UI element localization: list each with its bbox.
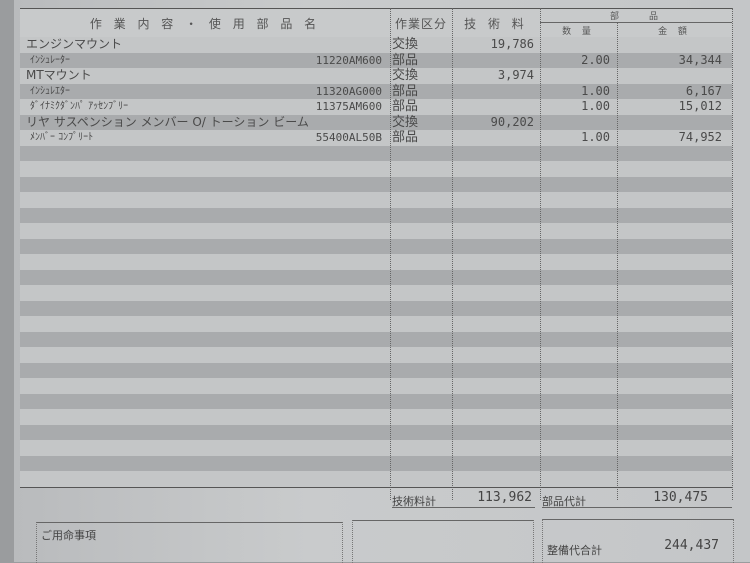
empty-row <box>20 176 732 192</box>
item-description: ｲﾝｼｭﾚｴﾀｰ <box>30 85 70 97</box>
part-number: 55400AL50B <box>315 131 382 144</box>
part-number: 11220AM600 <box>315 53 382 67</box>
column-divider <box>540 8 541 500</box>
notes-label: ご用命事項 <box>41 529 96 542</box>
header-description: 作 業 内 容 ・ 使 用 部 品 名 <box>89 16 321 31</box>
empty-row <box>20 223 732 239</box>
column-divider <box>732 8 733 500</box>
work-category: 交換 <box>392 68 419 83</box>
empty-row <box>20 269 732 285</box>
table-row: エンジンマウント 交換 19,786 <box>20 37 732 53</box>
work-category: 部品 <box>392 52 419 68</box>
labor-total: 113,962 <box>477 490 532 505</box>
empty-row <box>20 300 732 316</box>
empty-row <box>20 424 732 440</box>
part-amount: 6,167 <box>685 83 722 98</box>
part-amount: 15,012 <box>678 99 722 113</box>
empty-row <box>20 378 732 394</box>
empty-row <box>20 440 732 456</box>
column-divider <box>452 8 453 500</box>
work-category: 部品 <box>392 99 419 114</box>
part-amount: 34,344 <box>678 52 722 67</box>
header-amount: 金 額 <box>658 26 691 37</box>
header-labor: 技 術 料 <box>464 16 528 31</box>
work-category: 交換 <box>392 114 419 130</box>
column-divider <box>390 8 391 500</box>
item-description: MTマウント <box>26 68 92 82</box>
item-description: ｲﾝｼｭﾚｰﾀｰ <box>30 54 70 66</box>
parts-total: 130,475 <box>653 490 708 505</box>
empty-row <box>20 455 732 471</box>
table-row: ｲﾝｼｭﾚｴﾀｰ 11320AG000 部品 1.00 6,167 <box>20 83 732 99</box>
blank-box <box>352 520 534 563</box>
empty-row <box>20 285 732 301</box>
empty-row <box>20 362 732 378</box>
part-quantity: 1.00 <box>581 130 610 144</box>
empty-row <box>20 409 732 425</box>
labor-fee: 19,786 <box>490 37 534 51</box>
empty-row <box>20 254 732 270</box>
part-quantity: 1.00 <box>581 83 610 98</box>
parts-total-label: 部品代計 <box>542 495 586 508</box>
empty-row <box>20 393 732 409</box>
empty-row <box>20 238 732 254</box>
work-category: 交換 <box>392 37 419 52</box>
empty-row <box>20 145 732 161</box>
header-parts: 部 品 <box>540 9 732 23</box>
empty-row <box>20 471 732 487</box>
table-bottom-line <box>20 487 732 488</box>
item-description: ﾀﾞｲﾅﾐｸﾀﾞﾝﾊﾟ ｱｯｾﾝﾌﾞﾘｰ <box>30 101 129 112</box>
item-description: ﾒﾝﾊﾞｰ ｺﾝﾌﾟﾘｰﾄ <box>30 132 94 143</box>
table-row: ｲﾝｼｭﾚｰﾀｰ 11220AM600 部品 2.00 34,344 <box>20 52 732 68</box>
empty-row <box>20 207 732 223</box>
grand-total: 244,437 <box>664 538 719 553</box>
labor-fee: 3,974 <box>497 68 534 82</box>
work-category: 部品 <box>392 83 419 99</box>
header-category: 作業区分 <box>394 16 447 31</box>
part-number: 11320AG000 <box>315 84 382 98</box>
header-qty: 数 量 <box>562 26 595 37</box>
divider <box>392 507 535 508</box>
empty-row <box>20 192 732 208</box>
labor-total-label: 技術料計 <box>392 495 436 508</box>
table-row: ﾀﾞｲﾅﾐｸﾀﾞﾝﾊﾟ ｱｯｾﾝﾌﾞﾘｰ 11375AM600 部品 1.00 15,0… <box>20 99 732 115</box>
empty-row <box>20 316 732 332</box>
divider <box>542 507 732 508</box>
grand-total-box: 整備代合計 244,437 <box>542 519 734 563</box>
empty-row <box>20 331 732 347</box>
table-row: リヤ サスペンション メンバー O/ トーション ビーム 交換 90,202 <box>20 114 732 130</box>
notes-box: ご用命事項 <box>36 522 343 563</box>
empty-row <box>20 161 732 177</box>
work-category: 部品 <box>392 130 419 145</box>
table-row: ﾒﾝﾊﾞｰ ｺﾝﾌﾟﾘｰﾄ 55400AL50B 部品 1.00 74,952 <box>20 130 732 146</box>
table-header: 作 業 内 容 ・ 使 用 部 品 名 作業区分 技 術 料 部 品 数 量 金… <box>20 8 732 38</box>
labor-fee: 90,202 <box>490 114 534 129</box>
table-row: MTマウント 交換 3,974 <box>20 68 732 84</box>
column-divider <box>617 22 618 500</box>
grand-total-label: 整備代合計 <box>547 544 602 557</box>
empty-row <box>20 347 732 363</box>
part-amount: 74,952 <box>678 130 722 144</box>
item-description: エンジンマウント <box>26 37 123 51</box>
item-description: リヤ サスペンション メンバー O/ トーション ビーム <box>26 114 309 129</box>
part-number: 11375AM600 <box>315 100 382 113</box>
part-quantity: 2.00 <box>581 52 610 67</box>
part-quantity: 1.00 <box>581 99 610 113</box>
